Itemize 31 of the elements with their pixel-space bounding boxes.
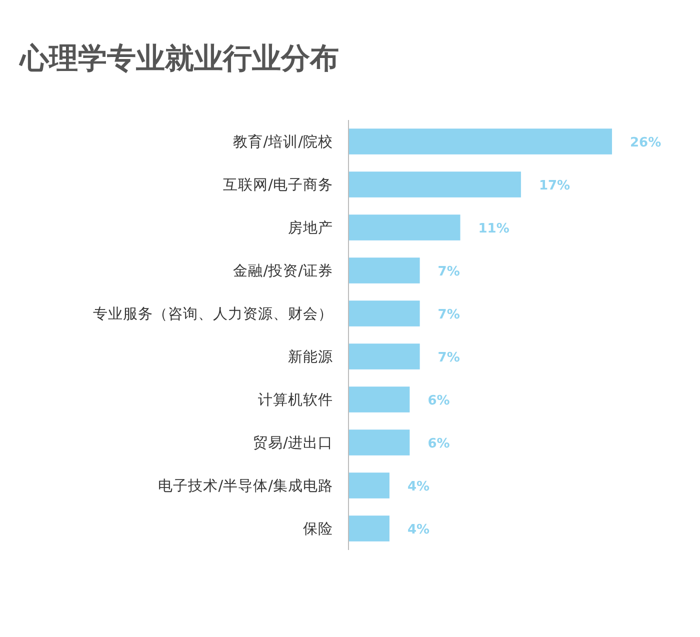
y-tick-label: 贸易/进出口 [253,434,333,452]
y-tick-label: 房地产 [288,220,333,236]
bar [349,386,410,412]
bar [349,344,420,370]
y-tick-label: 教育/培训/院校 [233,134,333,150]
bar [349,128,612,154]
data-label: 7% [438,264,460,280]
data-label: 17% [538,178,570,194]
data-label: 26% [630,136,662,150]
y-tick-label: 计算机软件 [258,392,333,408]
bar [349,258,420,284]
y-tick-label: 金融/投资/证券 [233,262,333,280]
y-tick-label: 新能源 [288,348,333,366]
bar [349,172,521,198]
bar [349,300,420,326]
bar [349,214,460,240]
y-tick-label: 保险 [303,520,333,538]
y-tick-label: 电子技术/半导体/集成电路 [158,478,333,494]
data-label: 6% [428,394,450,408]
data-label: 4% [407,480,430,494]
bar [349,516,390,542]
data-label: 11% [478,222,510,236]
y-tick-label: 互联网/电子商务 [223,176,333,194]
data-label: 6% [428,436,450,452]
data-label: 4% [407,522,430,538]
data-label: 7% [438,308,460,322]
bar [349,430,410,456]
y-tick-label: 专业服务（咨询、人力资源、财会） [93,306,333,322]
chart-title: 心理学专业就业行业分布 [18,41,339,75]
data-label: 7% [438,350,460,366]
bar [349,472,390,498]
